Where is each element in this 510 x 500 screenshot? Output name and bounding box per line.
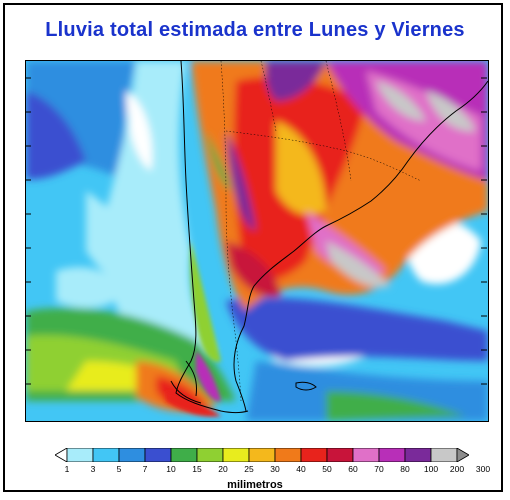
precipitation-map bbox=[25, 60, 489, 422]
legend-swatch-above-max bbox=[456, 448, 469, 462]
legend-swatch bbox=[430, 448, 458, 462]
legend-swatch bbox=[196, 448, 224, 462]
legend-tick-label: 100 bbox=[423, 464, 439, 474]
legend-tick-label: 3 bbox=[90, 464, 96, 474]
legend-swatch bbox=[248, 448, 276, 462]
legend-units: milimetros bbox=[227, 479, 283, 491]
legend-swatch bbox=[118, 448, 146, 462]
legend-tick-label: 10 bbox=[166, 464, 176, 474]
legend-tick-label: 7 bbox=[142, 464, 148, 474]
legend-tick-label: 80 bbox=[400, 464, 410, 474]
coastline bbox=[170, 61, 488, 413]
legend-tick-label: 25 bbox=[244, 464, 254, 474]
color-legend-bar bbox=[55, 448, 469, 462]
legend-swatch bbox=[66, 448, 94, 462]
legend-tick-label: 30 bbox=[270, 464, 280, 474]
latitude-ticks-right bbox=[481, 60, 487, 420]
map-title: Lluvia total estimada entre Lunes y Vier… bbox=[45, 19, 465, 41]
falkland-islands bbox=[295, 381, 317, 391]
legend-swatch bbox=[92, 448, 120, 462]
legend-swatch bbox=[378, 448, 406, 462]
legend-swatch bbox=[300, 448, 328, 462]
legend-swatch bbox=[144, 448, 172, 462]
legend-tick-label: 50 bbox=[322, 464, 332, 474]
legend-tick-label: 20 bbox=[218, 464, 228, 474]
legend-swatch bbox=[170, 448, 198, 462]
legend-swatch bbox=[326, 448, 354, 462]
legend-tick-label: 70 bbox=[374, 464, 384, 474]
legend-tick-label: 15 bbox=[192, 464, 202, 474]
legend-swatch bbox=[404, 448, 432, 462]
color-legend-labels: 1 3 5 7 10 15 20 25 30 40 50 60 70 80 100 200 300 bbox=[55, 464, 490, 476]
legend-swatch bbox=[222, 448, 250, 462]
legend-tick-label: 300 bbox=[475, 464, 491, 474]
legend-swatch bbox=[274, 448, 302, 462]
legend-swatch bbox=[352, 448, 380, 462]
legend-tick-label: 5 bbox=[116, 464, 122, 474]
precipitation-field bbox=[26, 61, 488, 421]
legend-swatch-below-min bbox=[55, 448, 68, 462]
legend-tick-label: 60 bbox=[348, 464, 358, 474]
legend-tick-label: 40 bbox=[296, 464, 306, 474]
legend-tick-label: 200 bbox=[449, 464, 465, 474]
country-borders bbox=[220, 61, 422, 402]
figure-frame: Lluvia total estimada entre Lunes y Vier… bbox=[3, 3, 503, 492]
latitude-ticks-left bbox=[25, 60, 31, 420]
legend-tick-label: 1 bbox=[64, 464, 70, 474]
